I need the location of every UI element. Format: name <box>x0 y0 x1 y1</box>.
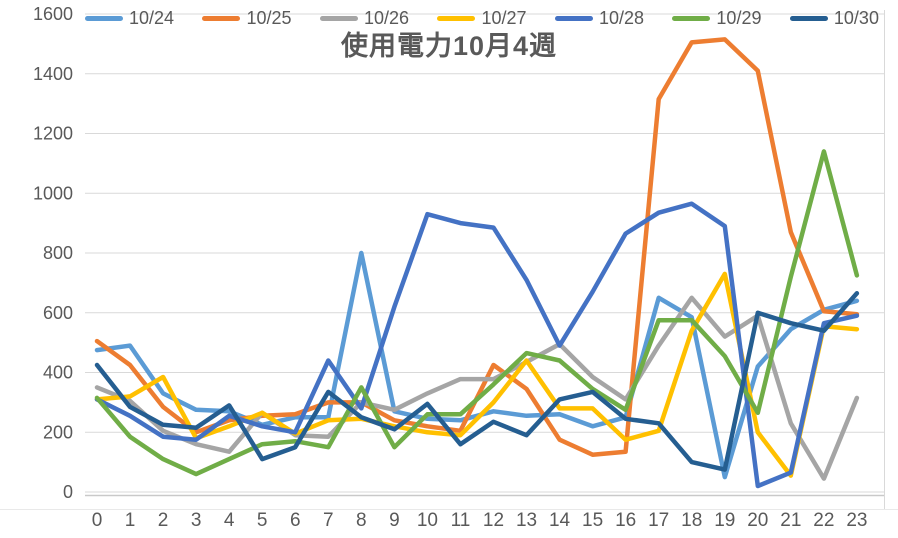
x-axis-tick-label: 9 <box>389 510 400 531</box>
x-axis-tick-label: 18 <box>681 510 702 531</box>
x-axis-tick-label: 17 <box>648 510 669 531</box>
legend-swatch-icon <box>319 16 358 21</box>
x-axis-tick-label: 4 <box>224 510 235 531</box>
legend-swatch-icon <box>202 16 241 21</box>
x-axis-tick-label: 23 <box>846 510 867 531</box>
legend-item-10/24: 10/24 <box>85 8 174 29</box>
legend-label: 10/24 <box>129 8 175 28</box>
legend-swatch-icon <box>789 16 828 21</box>
legend-item-10/26: 10/26 <box>319 8 410 29</box>
x-axis-tick-label: 13 <box>516 510 537 531</box>
y-axis-tick-label: 0 <box>63 482 73 502</box>
x-axis-tick-label: 3 <box>191 510 202 531</box>
legend-label: 10/26 <box>363 8 410 28</box>
series-line-10/29 <box>94 149 860 477</box>
series-line-10/28 <box>94 201 860 489</box>
x-axis-tick-label: 20 <box>747 510 768 531</box>
x-axis-tick-label: 21 <box>780 510 801 531</box>
legend-item-10/25: 10/25 <box>202 8 292 29</box>
legend-item-10/28: 10/28 <box>554 8 644 29</box>
x-axis-tick-label: 5 <box>257 510 268 531</box>
y-axis-tick-label: 600 <box>43 303 73 323</box>
chart-title: 使用電力10月4週 <box>340 31 558 61</box>
legend-label: 10/30 <box>833 8 879 28</box>
x-axis-tick-label: 6 <box>290 510 301 531</box>
legend-swatch-icon <box>85 16 123 21</box>
x-axis-tick-label: 10 <box>417 510 438 531</box>
x-axis-tick-label: 22 <box>813 510 834 531</box>
x-axis-tick-label: 19 <box>714 510 735 531</box>
legend-label: 10/25 <box>246 8 292 28</box>
x-axis-tick-label: 15 <box>582 510 603 531</box>
chart-legend: 10/24 10/25 10/26 10/27 10/28 10/29 10/30 <box>85 8 879 29</box>
y-axis-tick-label: 1200 <box>33 124 73 144</box>
legend-swatch-icon <box>437 16 476 21</box>
legend-label: 10/27 <box>481 8 527 28</box>
x-axis-tick-label: 14 <box>549 510 571 531</box>
legend-swatch-icon <box>554 16 593 21</box>
legend-item-10/29: 10/29 <box>672 8 761 29</box>
x-axis-tick-label: 1 <box>125 510 136 531</box>
legend-label: 10/29 <box>716 8 762 28</box>
y-axis-tick-label: 1000 <box>33 183 73 203</box>
x-axis-tick-label: 2 <box>158 510 169 531</box>
x-axis-tick-label: 0 <box>92 510 103 531</box>
y-axis-tick-label: 200 <box>43 422 73 442</box>
x-axis-tick-label: 8 <box>356 510 367 531</box>
x-axis-tick-label: 12 <box>483 510 504 531</box>
series-line-10/30 <box>94 291 860 472</box>
legend-item-10/30: 10/30 <box>789 8 879 29</box>
y-axis-tick-label: 400 <box>43 363 73 383</box>
y-axis-tick-label: 800 <box>43 243 73 263</box>
series-line-10/26 <box>94 295 860 481</box>
legend-item-10/27: 10/27 <box>437 8 527 29</box>
x-axis-tick-label: 11 <box>451 510 471 531</box>
y-axis-tick-label: 1400 <box>33 64 73 84</box>
legend-label: 10/28 <box>598 8 644 28</box>
legend-swatch-icon <box>672 16 711 21</box>
x-axis-tick-label: 16 <box>615 510 636 531</box>
y-axis-tick-label: 1600 <box>33 4 73 24</box>
series-line-10/27 <box>94 271 860 478</box>
x-axis-tick-label: 7 <box>323 510 334 531</box>
